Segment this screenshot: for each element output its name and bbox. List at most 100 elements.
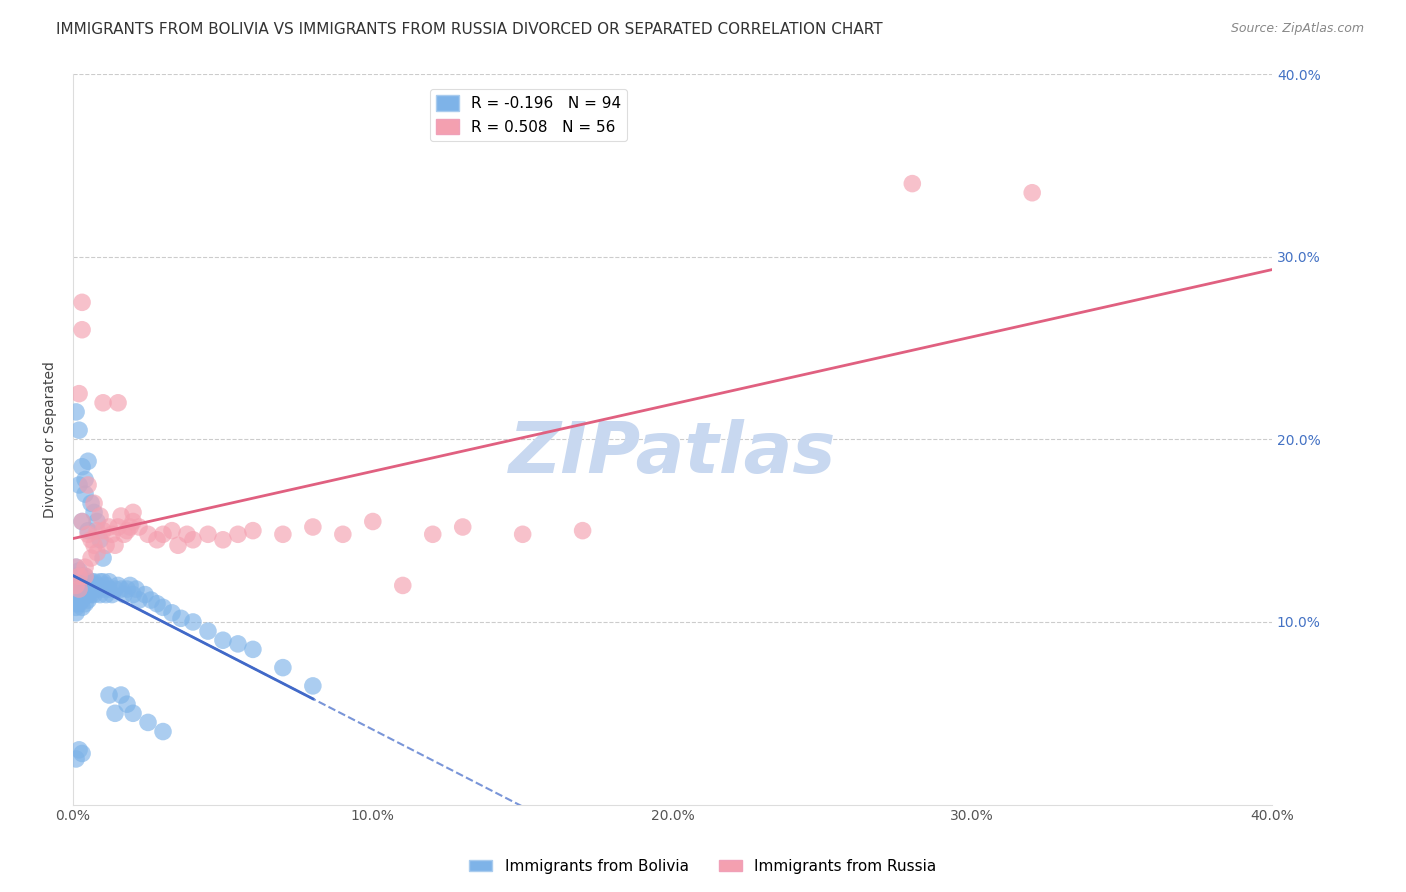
Point (67, 578, 90, 592)
Point (77, 527, 100, 541)
Point (197, 527, 219, 541)
Point (83, 574, 105, 589)
Point (65, 560, 87, 574)
Point (89, 533, 111, 547)
Point (70, 515, 93, 529)
Text: Source: ZipAtlas.com: Source: ZipAtlas.com (1230, 22, 1364, 36)
Text: IMMIGRANTS FROM BOLIVIA VS IMMIGRANTS FROM RUSSIA DIVORCED OR SEPARATED CORRELAT: IMMIGRANTS FROM BOLIVIA VS IMMIGRANTS FR… (56, 22, 883, 37)
Point (86, 515, 108, 529)
Point (107, 396, 129, 410)
Point (77, 582, 100, 596)
Point (167, 538, 190, 552)
Point (77, 454, 100, 468)
Point (86, 578, 108, 592)
Point (89, 574, 111, 589)
Point (181, 533, 204, 547)
Point (118, 578, 141, 592)
Point (94, 578, 117, 592)
Point (176, 527, 198, 541)
Point (271, 527, 294, 541)
Point (112, 588, 135, 602)
Point (271, 660, 294, 674)
Point (160, 606, 183, 620)
Point (75, 569, 97, 583)
Point (70, 459, 93, 474)
Point (65, 600, 87, 615)
Point (83, 496, 105, 510)
Point (70, 600, 93, 615)
Point (67, 582, 90, 596)
Point (65, 578, 87, 592)
Point (226, 527, 249, 541)
Point (77, 574, 100, 589)
Point (91, 396, 114, 410)
Y-axis label: Divorced or Separated: Divorced or Separated (44, 361, 58, 517)
Point (67, 386, 90, 401)
Point (94, 588, 117, 602)
Point (94, 538, 117, 552)
Point (67, 574, 90, 589)
Point (75, 597, 97, 611)
Point (152, 600, 174, 615)
Point (75, 569, 97, 583)
Point (80, 588, 103, 602)
Point (101, 588, 124, 602)
Point (122, 505, 145, 519)
Point (77, 478, 100, 492)
Point (91, 574, 114, 589)
Point (80, 578, 103, 592)
Point (391, 578, 413, 592)
Point (134, 588, 156, 602)
Point (65, 752, 87, 766)
Point (70, 593, 93, 607)
Point (104, 706, 127, 721)
Point (98, 582, 121, 596)
Point (75, 487, 97, 501)
Point (75, 473, 97, 487)
Point (91, 582, 114, 596)
Legend: Immigrants from Bolivia, Immigrants from Russia: Immigrants from Bolivia, Immigrants from… (464, 853, 942, 880)
Point (422, 527, 444, 541)
Point (242, 642, 264, 657)
Point (65, 405, 87, 419)
Point (70, 582, 93, 596)
Point (77, 588, 100, 602)
Point (152, 724, 174, 739)
Point (67, 588, 90, 602)
Point (104, 538, 127, 552)
Point (86, 545, 108, 559)
Point (67, 569, 90, 583)
Point (70, 323, 93, 337)
Point (107, 578, 129, 592)
Point (75, 578, 97, 592)
Point (146, 597, 169, 611)
Point (122, 588, 145, 602)
Point (67, 569, 90, 583)
Point (83, 582, 105, 596)
Point (332, 527, 354, 541)
Point (91, 524, 114, 538)
Point (110, 582, 132, 596)
Text: ZIPatlas: ZIPatlas (509, 419, 837, 489)
Point (122, 706, 145, 721)
Point (226, 637, 249, 651)
Point (128, 520, 150, 534)
Point (361, 515, 384, 529)
Point (83, 588, 105, 602)
Point (67, 582, 90, 596)
Point (70, 515, 93, 529)
Point (115, 697, 138, 711)
Point (67, 564, 90, 578)
Point (89, 588, 111, 602)
Point (98, 688, 121, 702)
Point (1021, 186, 1043, 200)
Point (136, 715, 159, 730)
Point (65, 606, 87, 620)
Point (212, 633, 235, 648)
Point (67, 597, 90, 611)
Point (83, 538, 105, 552)
Point (65, 597, 87, 611)
Point (80, 533, 103, 547)
Point (181, 615, 204, 629)
Legend: R = -0.196   N = 94, R = 0.508   N = 56: R = -0.196 N = 94, R = 0.508 N = 56 (430, 89, 627, 141)
